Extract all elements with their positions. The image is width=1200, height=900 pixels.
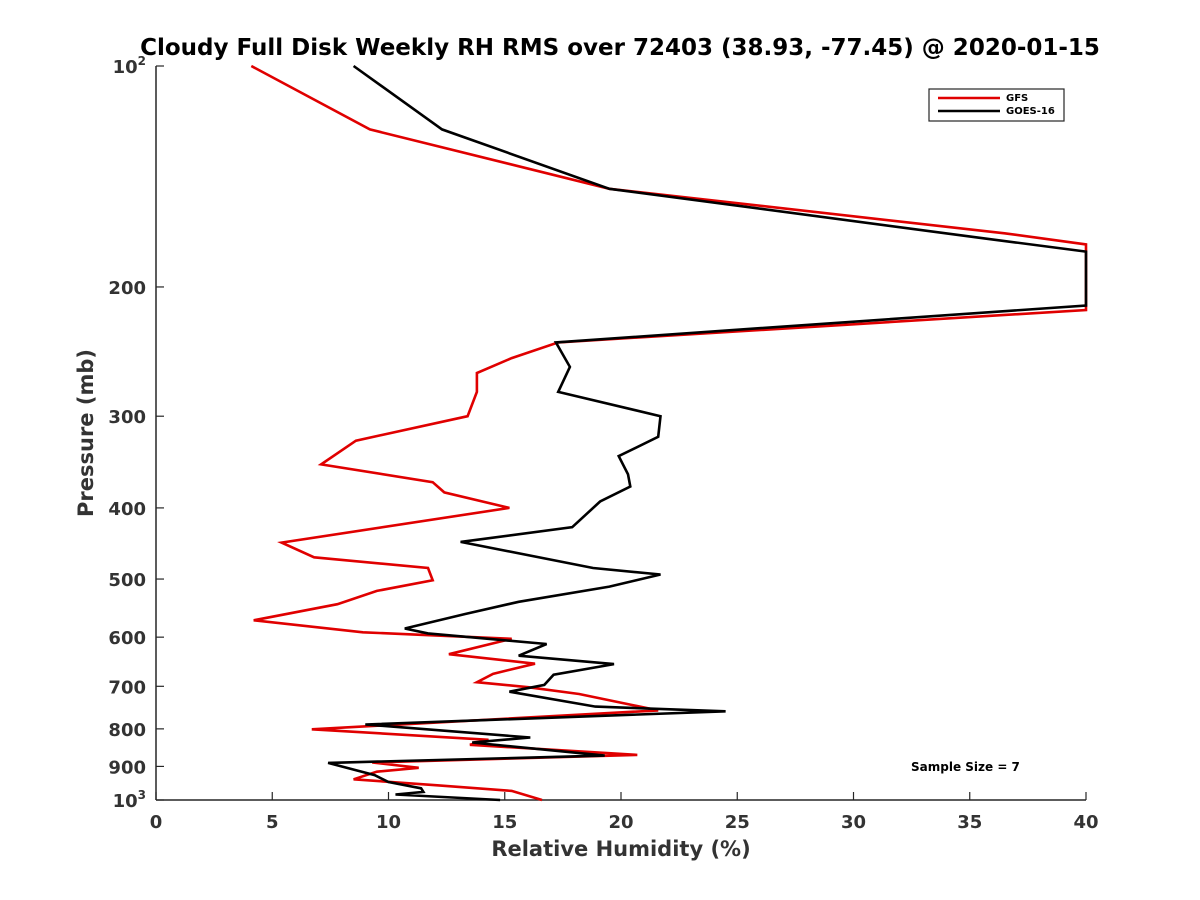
series-line-goes16 xyxy=(327,64,1088,802)
x-tick-label: 10 xyxy=(376,812,401,833)
x-tick-label: 20 xyxy=(608,812,633,833)
x-tick-label: 25 xyxy=(725,812,750,833)
sample-size-annotation: Sample Size = 7 xyxy=(911,760,1020,774)
legend-label-goes16: GOES-16 xyxy=(1006,106,1055,117)
legend-box xyxy=(928,88,1065,122)
x-tick-label: 40 xyxy=(1073,812,1098,833)
legend: GFS GOES-16 xyxy=(928,88,1065,122)
y-tick-label: 102 xyxy=(113,54,146,78)
plot-area: 0 5 10 15 20 25 30 35 40 102 200 300 400 500 600 700 80… xyxy=(108,54,1098,833)
y-tick-label: 103 xyxy=(113,788,146,812)
x-tick-label: 0 xyxy=(150,812,163,833)
legend-label-gfs: GFS xyxy=(1006,93,1028,104)
y-tick-label: 700 xyxy=(108,677,146,698)
y-tick-label: 500 xyxy=(108,570,146,591)
y-tick-label: 600 xyxy=(108,628,146,649)
series-lines xyxy=(250,64,1088,802)
x-tick-label: 35 xyxy=(957,812,982,833)
y-tick-label: 900 xyxy=(108,757,146,778)
series-line-gfs xyxy=(250,64,1088,802)
y-axis-label: Pressure (mb) xyxy=(74,349,98,517)
x-tick-label: 30 xyxy=(841,812,866,833)
y-ticks: 102 200 300 400 500 600 700 800 900 103 xyxy=(108,54,164,812)
y-tick-label: 200 xyxy=(108,278,146,299)
y-tick-label: 300 xyxy=(108,407,146,428)
y-tick-label: 800 xyxy=(108,720,146,741)
chart-title: Cloudy Full Disk Weekly RH RMS over 7240… xyxy=(140,35,1100,61)
x-tick-label: 5 xyxy=(266,812,279,833)
x-ticks: 0 5 10 15 20 25 30 35 40 xyxy=(150,792,1099,833)
x-tick-label: 15 xyxy=(492,812,517,833)
x-axis-label: Relative Humidity (%) xyxy=(491,837,750,861)
y-tick-label: 400 xyxy=(108,499,146,520)
